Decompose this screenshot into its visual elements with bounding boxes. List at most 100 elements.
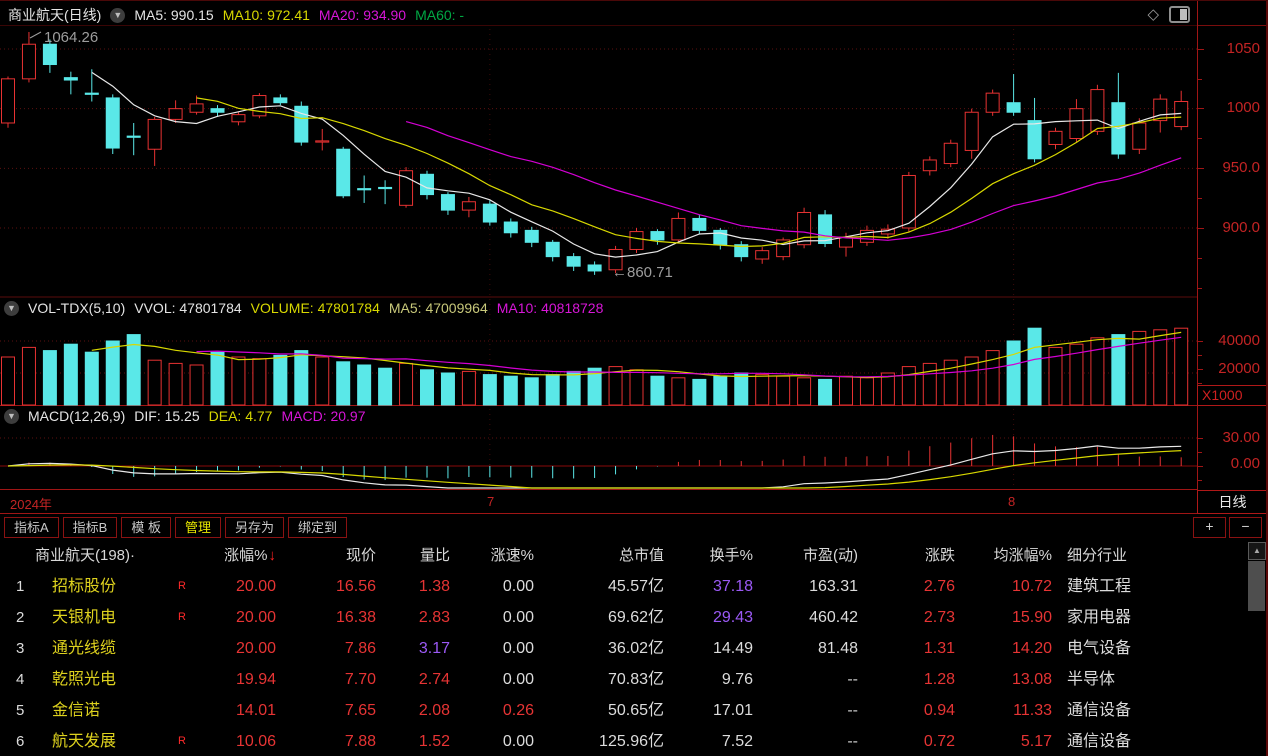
tab-indicator-b[interactable]: 指标B (62, 516, 118, 538)
rank: 1 (16, 578, 25, 595)
avg-change: 10.72 (1011, 578, 1052, 595)
price-tick-900: 900.0 (1222, 219, 1260, 236)
pe: 81.48 (817, 640, 858, 657)
table-row[interactable]: 6 航天发展 R 10.06 7.88 1.52 0.00 125.96亿 7.… (0, 726, 1268, 756)
diamond-marker-icon[interactable]: ◇ (1147, 6, 1159, 23)
stock-name: 金信诺 (52, 702, 101, 719)
col-header-turnover[interactable]: 换手% (709, 547, 753, 564)
market-cap: 50.65亿 (607, 702, 664, 719)
axis-tick (1198, 258, 1202, 259)
speed: 0.00 (502, 609, 534, 626)
price-diff: 2.76 (923, 578, 955, 595)
col-header-volratio[interactable]: 量比 (419, 547, 450, 564)
change-pct: 10.06 (235, 733, 276, 750)
col-header-avgchange[interactable]: 均涨幅% (993, 547, 1052, 564)
col-header-price[interactable]: 现价 (345, 547, 376, 564)
corner-icons: ◇ (1147, 5, 1190, 23)
table-scrollbar[interactable]: ▲ (1248, 542, 1266, 754)
axis-tick (1198, 369, 1203, 370)
stock-name: 通光线缆 (52, 640, 117, 657)
price: 7.86 (344, 640, 376, 657)
market-cap: 45.57亿 (607, 578, 664, 595)
scrollbar-thumb[interactable] (1248, 561, 1265, 611)
price-diff: 1.28 (923, 671, 955, 688)
axis-tick (1198, 79, 1202, 80)
speed: 0.00 (502, 640, 534, 657)
tab-template[interactable]: 模 板 (121, 516, 171, 538)
col-header-diff[interactable]: 涨跌 (924, 547, 955, 564)
axis-tick (1198, 480, 1202, 481)
price-diff: 0.72 (923, 733, 955, 750)
axis-tick (1198, 138, 1202, 139)
pe: 460.42 (809, 609, 858, 626)
table-row[interactable]: 5 金信诺 14.01 7.65 2.08 0.26 50.65亿 17.01 … (0, 695, 1268, 726)
price: 7.70 (344, 671, 376, 688)
price-axis: 1050 1000 950.0 900.0 40000 20000 X1000 … (1197, 1, 1268, 514)
avg-change: 15.90 (1011, 609, 1052, 626)
axis-tick (1198, 452, 1202, 453)
col-header-change[interactable]: 涨幅%↓ (224, 547, 276, 564)
chart-canvas[interactable] (0, 1, 1197, 514)
table-header-row: 商业航天(198)· 涨幅%↓ 现价 量比 涨速% 总市值 换手% 市盈(动) … (0, 540, 1268, 571)
board-title[interactable]: 商业航天(198)· (35, 547, 136, 564)
stock-name: 航天发展 (52, 733, 117, 750)
r-badge (168, 695, 196, 726)
chevron-down-icon[interactable]: ▼ (110, 7, 126, 23)
timeline-year: 2024年 (10, 497, 52, 512)
tab-bind-to[interactable]: 绑定到 (288, 516, 348, 538)
change-pct: 19.94 (235, 671, 276, 688)
col-header-industry[interactable]: 细分行业 (1067, 547, 1128, 564)
indicator-toolbar: 指标A 指标B 模 板 管理 另存为 绑定到 + − (0, 514, 1268, 540)
dif-label: DIF: 15.25 (134, 408, 200, 424)
col-header-pe[interactable]: 市盈(动) (803, 547, 858, 564)
table-row[interactable]: 2 天银机电 R 20.00 16.38 2.83 0.00 69.62亿 29… (0, 602, 1268, 633)
main-chart-header: 商业航天(日线) ▼ MA5: 990.15 MA10: 972.41 MA20… (8, 5, 464, 25)
speed: 0.00 (502, 671, 534, 688)
axis-tick (1198, 341, 1203, 342)
turnover: 9.76 (721, 671, 753, 688)
tab-indicator-a[interactable]: 指标A (4, 516, 59, 538)
axis-tick (1198, 466, 1203, 467)
volume-unit-box: X1000 (1197, 385, 1268, 406)
period-selector[interactable]: 日线 (1197, 490, 1268, 514)
table-row[interactable]: 1 招标股份 R 20.00 16.56 1.38 0.00 45.57亿 37… (0, 571, 1268, 602)
ma5-label: MA5: 990.15 (134, 7, 214, 23)
change-pct: 20.00 (235, 609, 276, 626)
rank: 6 (16, 733, 25, 750)
vol-ma10-label: MA10: 40818728 (496, 300, 604, 316)
vol-ratio: 2.74 (418, 671, 450, 688)
chevron-down-icon[interactable]: ▼ (4, 300, 19, 316)
tab-manage[interactable]: 管理 (174, 516, 221, 538)
table-row[interactable]: 4 乾照光电 19.94 7.70 2.74 0.00 70.83亿 9.76 … (0, 664, 1268, 695)
price: 16.38 (335, 609, 376, 626)
chevron-down-icon[interactable]: ▼ (4, 408, 19, 424)
split-panel-icon[interactable] (1169, 5, 1190, 23)
axis-tick (1198, 438, 1203, 439)
turnover: 7.52 (721, 733, 753, 750)
col-header-marketcap[interactable]: 总市值 (618, 547, 664, 564)
scroll-up-icon[interactable]: ▲ (1248, 542, 1266, 560)
vvol-label: VVOL: 47801784 (134, 300, 242, 316)
time-axis: 2024年 7 8 (0, 490, 1197, 514)
change-pct: 14.01 (235, 702, 276, 719)
price-diff: 0.94 (923, 702, 955, 719)
rank: 2 (16, 609, 25, 626)
rank: 3 (16, 640, 25, 657)
stock-table: 商业航天(198)· 涨幅%↓ 现价 量比 涨速% 总市值 换手% 市盈(动) … (0, 540, 1268, 756)
vol-ratio: 2.08 (418, 702, 450, 719)
table-row[interactable]: 3 通光线缆 20.00 7.86 3.17 0.00 36.02亿 14.49… (0, 633, 1268, 664)
tab-save-as[interactable]: 另存为 (224, 516, 284, 538)
stock-name: 招标股份 (52, 578, 117, 595)
macd-indicator-name: MACD(12,26,9) (28, 408, 126, 424)
vol-tick-40000: 40000 (1218, 332, 1260, 349)
macd-header: ▼ MACD(12,26,9) DIF: 15.25 DEA: 4.77 MAC… (4, 408, 366, 424)
zoom-in-button[interactable]: + (1193, 517, 1226, 538)
pe: -- (847, 702, 858, 719)
col-header-speed[interactable]: 涨速% (490, 547, 534, 564)
price: 16.56 (335, 578, 376, 595)
change-pct: 20.00 (235, 578, 276, 595)
rank: 5 (16, 702, 25, 719)
avg-change: 11.33 (1013, 702, 1052, 719)
zoom-out-button[interactable]: − (1229, 517, 1262, 538)
